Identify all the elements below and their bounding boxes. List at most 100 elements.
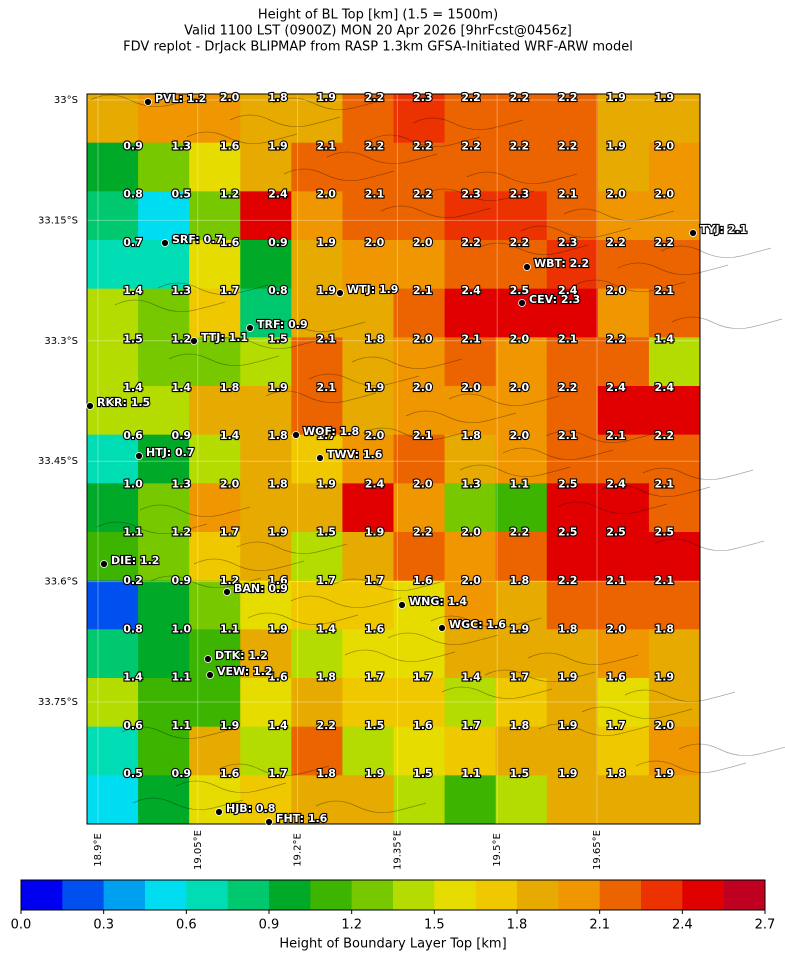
grid-value: 2.3 (461, 188, 481, 201)
grid-cell (597, 532, 650, 582)
station-label: HJB: 0.8 (226, 802, 275, 815)
grid-value: 2.2 (365, 91, 385, 104)
grid-value: 1.7 (365, 574, 385, 587)
grid-cell (240, 483, 292, 533)
grid-cell (189, 629, 241, 679)
grid-cell (342, 483, 394, 533)
grid-cell (189, 580, 241, 630)
grid-cell (444, 337, 497, 387)
grid-value: 1.6 (606, 671, 626, 684)
grid-cell (189, 386, 241, 436)
terrain-contour (121, 726, 233, 739)
grid-value: 1.8 (510, 719, 530, 732)
grid-value: 1.6 (413, 574, 433, 587)
grid-value: 1.9 (365, 767, 385, 780)
grid-value: 2.4 (268, 188, 288, 201)
terrain-contour (574, 279, 686, 292)
grid-cell (597, 191, 650, 241)
terrain-contour (520, 225, 632, 238)
grid-value: 1.4 (655, 333, 675, 346)
station-dot (86, 402, 94, 410)
grid-value: 2.0 (655, 139, 675, 152)
terrain-contour (430, 615, 542, 628)
station-label: VEW: 1.2 (217, 665, 273, 678)
grid-value: 1.2 (172, 526, 192, 539)
grid-cell (138, 775, 190, 825)
grid-cell (546, 775, 599, 825)
grid-cell (495, 434, 548, 484)
grid-cell (291, 726, 343, 776)
grid-cell (291, 580, 343, 630)
grid-cell (393, 288, 446, 338)
station-dot (316, 454, 324, 462)
terrain-contour (369, 134, 481, 147)
grid-value: 2.0 (510, 429, 530, 442)
terrain-contour (114, 299, 226, 312)
grid-cell (597, 142, 650, 192)
grid-cell (597, 386, 650, 436)
terrain-contour (624, 689, 736, 702)
grid-value: 2.1 (606, 574, 626, 587)
grid-value: 2.2 (606, 333, 626, 346)
grid-cell (444, 532, 497, 582)
terrain-contour (247, 612, 359, 625)
grid-cell (546, 94, 599, 144)
grid-cell (342, 142, 394, 192)
grid-cell (648, 580, 701, 630)
grid-cell (138, 532, 190, 582)
colorbar-tick-label: 0.3 (93, 918, 114, 933)
grid-cell (648, 94, 701, 144)
grid-cell (393, 483, 446, 533)
lon-label: 18.9°E (93, 833, 104, 867)
map-frame (86, 93, 701, 825)
grid-cell (495, 240, 548, 290)
grid-cell (495, 386, 548, 436)
grid-value: 1.4 (220, 429, 240, 442)
station-dot (523, 263, 531, 271)
colorbar-segment (103, 880, 146, 910)
terrain-contour (175, 780, 287, 793)
terrain-contour (556, 501, 668, 514)
grid-value: 1.4 (268, 719, 288, 732)
lat-label: 33.15°S (38, 215, 78, 226)
lat-label: 33.3°S (44, 336, 78, 347)
grid-value: 1.4 (123, 671, 143, 684)
grid-cell (597, 288, 650, 338)
grid-cell (597, 94, 650, 144)
grid-cell (342, 775, 394, 825)
grid-value: 2.0 (413, 236, 433, 249)
grid-cell (189, 775, 241, 825)
grid-cell (342, 678, 394, 728)
grid-value: 2.5 (606, 526, 626, 539)
grid-cell (342, 726, 394, 776)
colorbar-segment (351, 880, 394, 910)
terrain-contour (89, 94, 201, 107)
grid-cell (546, 629, 599, 679)
grid-cell (87, 288, 139, 338)
grid-cell (495, 191, 548, 241)
grid-value: 1.1 (172, 719, 192, 732)
grid-cell (393, 191, 446, 241)
grid-cell (444, 386, 497, 436)
grid-cell (495, 726, 548, 776)
grid-cell (138, 240, 190, 290)
grid-cell (393, 726, 446, 776)
grid-value: 2.0 (461, 381, 481, 394)
grid-value: 1.2 (220, 574, 240, 587)
grid-cell (444, 775, 497, 825)
grid-cell (342, 629, 394, 679)
terrain-contour (671, 316, 783, 329)
grid-value: 0.9 (172, 429, 192, 442)
grid-value: 2.1 (655, 284, 675, 297)
station-dot (190, 337, 198, 345)
colorbar-tick-label: 1.5 (424, 918, 445, 933)
grid-cell (546, 191, 599, 241)
grid-cell (240, 94, 292, 144)
terrain-contour (635, 760, 747, 773)
grid-cell (495, 94, 548, 144)
grid-value: 1.7 (220, 526, 240, 539)
grid-cell (138, 191, 190, 241)
station-label: BAN: 0.9 (234, 582, 288, 595)
grid-value: 1.2 (220, 188, 240, 201)
station-dot (265, 818, 273, 826)
